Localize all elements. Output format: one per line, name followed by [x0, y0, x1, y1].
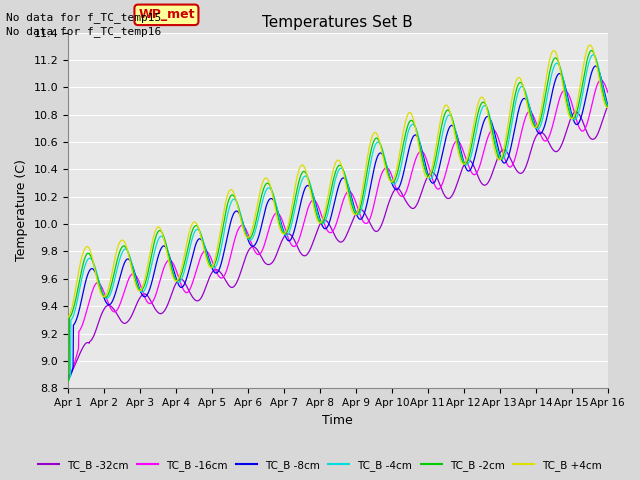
X-axis label: Time: Time [323, 414, 353, 427]
Legend: TC_B -32cm, TC_B -16cm, TC_B -8cm, TC_B -4cm, TC_B -2cm, TC_B +4cm: TC_B -32cm, TC_B -16cm, TC_B -8cm, TC_B … [34, 456, 606, 475]
Title: Temperatures Set B: Temperatures Set B [262, 15, 413, 30]
Text: No data for f_TC_temp15: No data for f_TC_temp15 [6, 12, 162, 23]
Text: No data for f_TC_temp16: No data for f_TC_temp16 [6, 26, 162, 37]
Y-axis label: Temperature (C): Temperature (C) [15, 159, 28, 262]
Text: WP_met: WP_met [138, 8, 195, 21]
